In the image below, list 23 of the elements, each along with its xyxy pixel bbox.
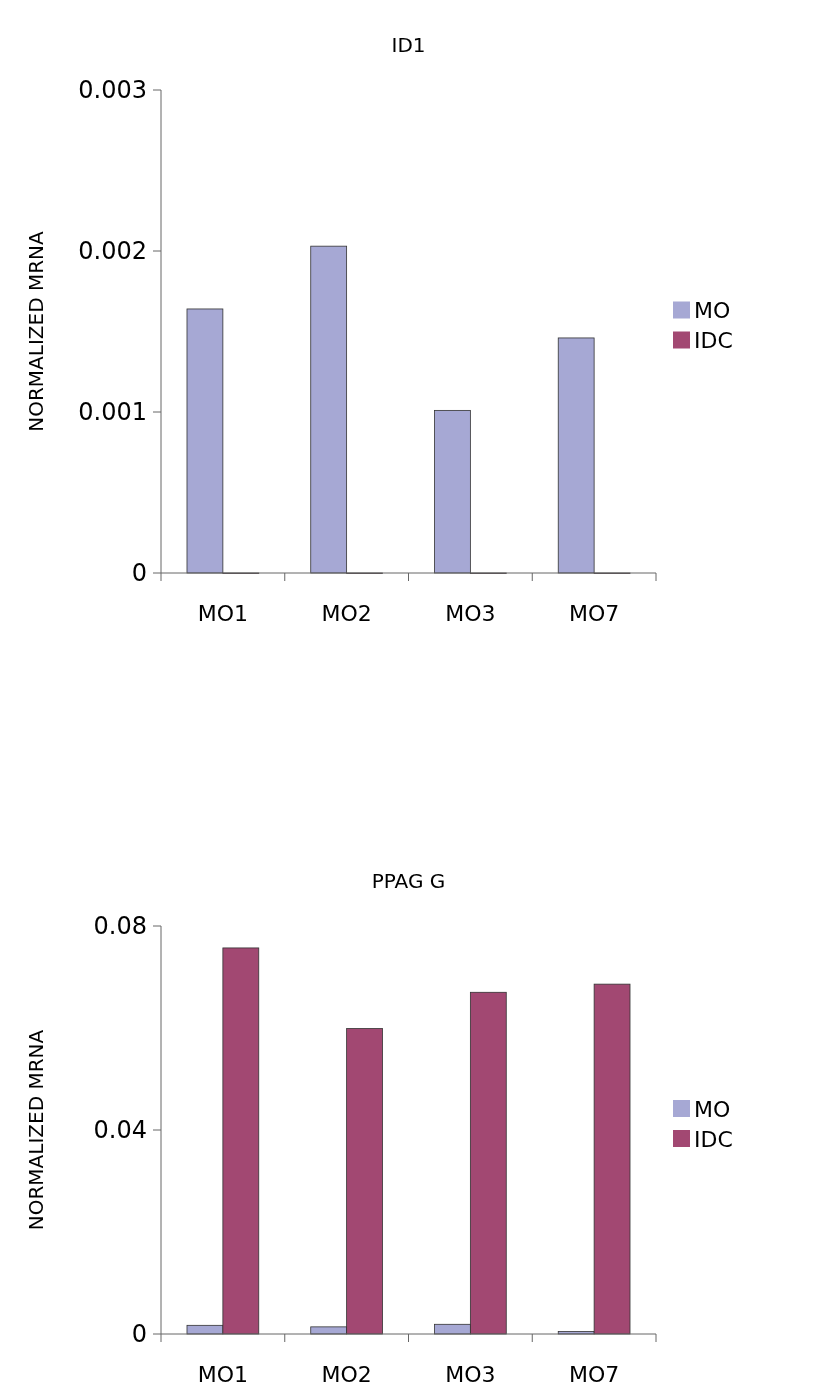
x-tick-label: MO3 (445, 601, 496, 626)
legend-label: MO (694, 298, 731, 324)
x-tick-label: MO7 (568, 601, 620, 626)
legend-label: MO (694, 1096, 731, 1122)
y-tick-label: 0 (131, 559, 147, 588)
y-axis-title: NORMALIZED MRNA (24, 230, 48, 432)
y-tick-label: 0 (131, 1320, 147, 1349)
x-tick-label: MO2 (321, 601, 372, 626)
y-axis-title: NORMALIZED MRNA (24, 1029, 48, 1231)
x-tick-label: MO3 (445, 1362, 496, 1387)
x-tick-label: MO1 (197, 601, 249, 626)
y-tick-label: 0.003 (78, 76, 147, 105)
y-tick-label: 0.002 (78, 237, 147, 266)
x-tick-label: MO2 (321, 1362, 372, 1387)
y-tick-label: 0.001 (78, 398, 147, 427)
y-tick-label: 0.04 (93, 1116, 147, 1145)
x-tick-label: MO7 (568, 1362, 620, 1387)
x-tick-label: MO1 (197, 1362, 249, 1387)
legend-label: IDC (694, 1126, 733, 1152)
chart-title: PPAG G (371, 869, 446, 893)
y-tick-label: 0.08 (93, 912, 147, 941)
legend-label: IDC (694, 328, 733, 354)
chart-title: ID1 (391, 33, 426, 57)
